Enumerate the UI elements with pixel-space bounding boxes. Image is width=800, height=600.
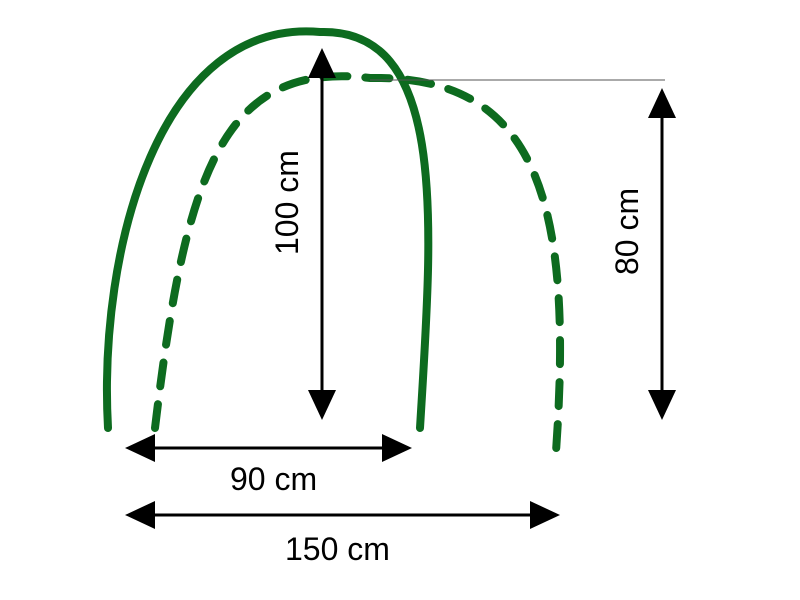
dimension-label: 80 cm	[609, 188, 645, 275]
arch-solid	[107, 31, 428, 428]
dimension-vertical: 80 cm	[609, 88, 676, 420]
dimension-horizontal: 150 cm	[125, 501, 560, 567]
dimension-label: 100 cm	[269, 150, 305, 255]
dimension-label: 150 cm	[285, 531, 390, 567]
arch-dashed	[155, 76, 560, 465]
dimension-label: 90 cm	[230, 461, 317, 497]
dimension-vertical: 100 cm	[269, 48, 336, 420]
dimension-horizontal: 90 cm	[125, 434, 412, 497]
